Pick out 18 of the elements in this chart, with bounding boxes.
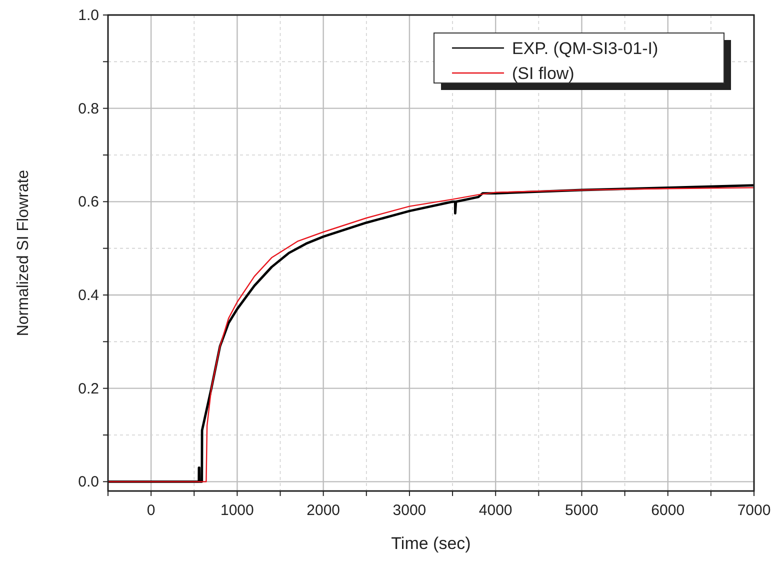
x-tick-label: 0 [146, 502, 156, 519]
y-tick-label: 0.8 [78, 100, 99, 118]
legend-label: (SI flow) [512, 64, 574, 83]
y-tick-label: 0.4 [78, 287, 99, 304]
y-tick-label: 0.6 [78, 194, 99, 211]
x-tick-label: 7000 [737, 502, 771, 519]
x-tick-label: 5000 [565, 502, 598, 519]
x-tick-label: 4000 [478, 502, 512, 519]
x-axis-title: Time (sec) [391, 534, 471, 553]
legend-label: EXP. (QM-SI3-01-I) [512, 39, 658, 58]
y-tick-label: 1.0 [78, 7, 99, 24]
x-tick-label: 1000 [220, 502, 254, 519]
y-tick-label: 0.2 [78, 380, 99, 398]
x-tick-label: 2000 [306, 502, 340, 519]
y-tick-label: 0.0 [78, 474, 99, 491]
y-axis-title: Normalized SI Flowrate [15, 170, 32, 336]
x-tick-label: 3000 [392, 502, 426, 519]
x-tick-label: 6000 [651, 502, 685, 519]
